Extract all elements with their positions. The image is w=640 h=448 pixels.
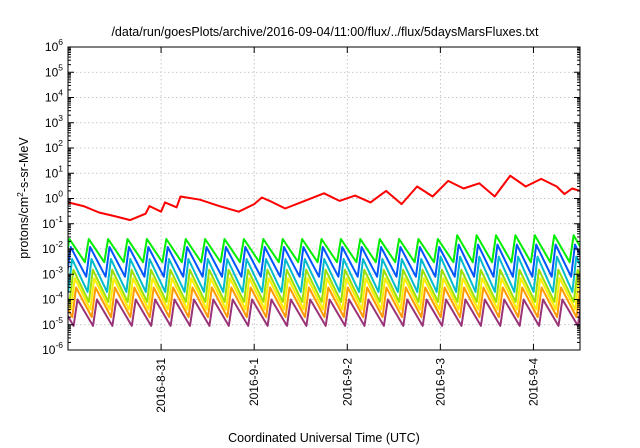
y-axis-label: protons/cm2-s-sr-MeV [15,137,31,259]
series-line-1 [68,174,580,222]
x-tick-labels: 2016-8-31 2016-9-1 2016-9-2 2016-9-3 2016-9-… [154,358,540,413]
y-tick-label: 100 [45,189,63,206]
x-tick-label: 2016-9-3 [433,358,447,406]
series-line-5 [68,268,580,303]
x-tick-label: 2016-8-31 [154,358,168,413]
y-axis-label-sup: 2 [15,192,25,197]
x-tick-label: 2016-9-2 [340,358,354,406]
y-tick-label: 10-2 [42,239,63,256]
series-line-8 [68,298,580,327]
y-axis-label-rest: -s-sr-MeV [17,137,31,193]
y-tick-label: 10-4 [42,290,63,307]
y-axis-label-main: protons/cm [17,197,31,259]
x-tick-label: 2016-9-4 [526,358,540,406]
ticks [68,46,580,351]
series-line-4 [68,255,580,293]
y-tick-label: 104 [45,88,63,105]
y-tick-label: 10-3 [42,264,63,281]
y-tick-label: 103 [45,113,63,130]
y-tick-label: 10-6 [42,340,63,357]
x-tick-label: 2016-9-1 [247,358,261,406]
y-tick-label: 102 [45,138,63,155]
y-tick-labels: 10-6 10-5 10-4 10-3 10-2 10-1 100 101 102 103 104 1… [42,37,63,357]
y-tick-label: 10-1 [42,214,63,231]
y-tick-label: 105 [45,62,63,79]
y-tick-label: 10-5 [42,315,63,332]
chart-title: /data/run/goesPlots/archive/2016-09-04/1… [111,25,539,39]
series-line-3 [68,243,580,278]
series-line-2 [68,234,580,264]
series-layer [68,174,580,327]
x-axis-label: Coordinated Universal Time (UTC) [228,431,420,445]
y-tick-label: 106 [45,37,63,54]
y-tick-label: 101 [45,163,63,180]
series-line-7 [68,286,580,319]
series-line-6 [68,277,580,311]
